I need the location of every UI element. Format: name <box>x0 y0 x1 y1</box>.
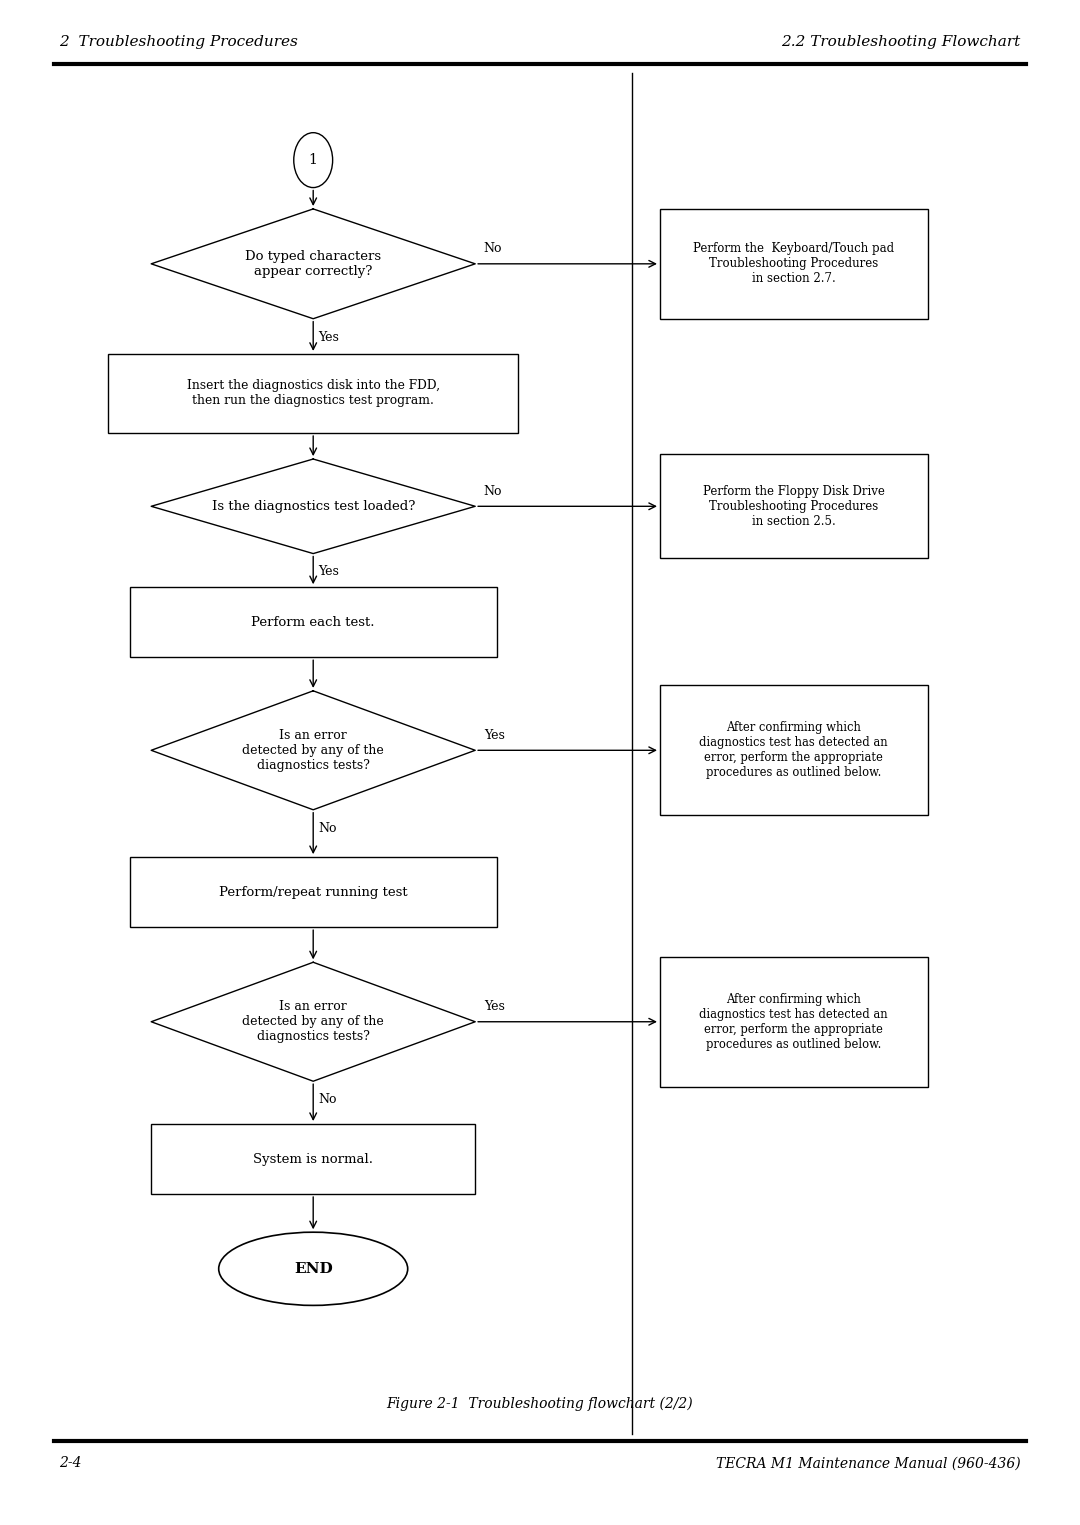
FancyBboxPatch shape <box>660 454 928 558</box>
Text: Perform/repeat running test: Perform/repeat running test <box>219 886 407 898</box>
Text: 2.2 Troubleshooting Flowchart: 2.2 Troubleshooting Flowchart <box>781 35 1021 49</box>
Text: After confirming which
diagnostics test has detected an
error, perform the appro: After confirming which diagnostics test … <box>700 721 888 779</box>
FancyBboxPatch shape <box>130 857 497 927</box>
Text: Perform the Floppy Disk Drive
Troubleshooting Procedures
in section 2.5.: Perform the Floppy Disk Drive Troublesho… <box>703 485 885 528</box>
Text: Insert the diagnostics disk into the FDD,
then run the diagnostics test program.: Insert the diagnostics disk into the FDD… <box>187 380 440 407</box>
Text: Yes: Yes <box>319 566 339 578</box>
Text: END: END <box>294 1261 333 1276</box>
FancyBboxPatch shape <box>151 1124 475 1194</box>
FancyBboxPatch shape <box>660 686 928 814</box>
FancyBboxPatch shape <box>660 209 928 319</box>
Text: 2-4: 2-4 <box>59 1456 82 1470</box>
Ellipse shape <box>218 1232 408 1305</box>
Text: Perform each test.: Perform each test. <box>252 616 375 628</box>
Text: No: No <box>484 242 502 255</box>
Text: Yes: Yes <box>484 729 504 741</box>
Text: Figure 2-1  Troubleshooting flowchart (2/2): Figure 2-1 Troubleshooting flowchart (2/… <box>387 1397 693 1411</box>
FancyBboxPatch shape <box>108 354 518 433</box>
Polygon shape <box>151 459 475 554</box>
Text: Is an error
detected by any of the
diagnostics tests?: Is an error detected by any of the diagn… <box>242 729 384 772</box>
Polygon shape <box>151 691 475 810</box>
Text: Do typed characters
appear correctly?: Do typed characters appear correctly? <box>245 250 381 278</box>
Text: After confirming which
diagnostics test has detected an
error, perform the appro: After confirming which diagnostics test … <box>700 993 888 1051</box>
FancyBboxPatch shape <box>130 587 497 657</box>
Text: Perform the  Keyboard/Touch pad
Troubleshooting Procedures
in section 2.7.: Perform the Keyboard/Touch pad Troublesh… <box>693 242 894 285</box>
Text: TECRA M1 Maintenance Manual (960-436): TECRA M1 Maintenance Manual (960-436) <box>716 1456 1021 1470</box>
Polygon shape <box>151 209 475 319</box>
Circle shape <box>294 133 333 188</box>
Text: No: No <box>319 1093 337 1106</box>
Text: No: No <box>484 485 502 497</box>
Text: Is an error
detected by any of the
diagnostics tests?: Is an error detected by any of the diagn… <box>242 1000 384 1043</box>
Text: 1: 1 <box>309 152 318 168</box>
FancyBboxPatch shape <box>660 958 928 1086</box>
Text: System is normal.: System is normal. <box>253 1153 374 1165</box>
Text: Yes: Yes <box>319 331 339 343</box>
Polygon shape <box>151 962 475 1081</box>
Text: Is the diagnostics test loaded?: Is the diagnostics test loaded? <box>212 500 415 512</box>
Text: Yes: Yes <box>484 1000 504 1013</box>
Text: No: No <box>319 822 337 834</box>
Text: 2  Troubleshooting Procedures: 2 Troubleshooting Procedures <box>59 35 298 49</box>
